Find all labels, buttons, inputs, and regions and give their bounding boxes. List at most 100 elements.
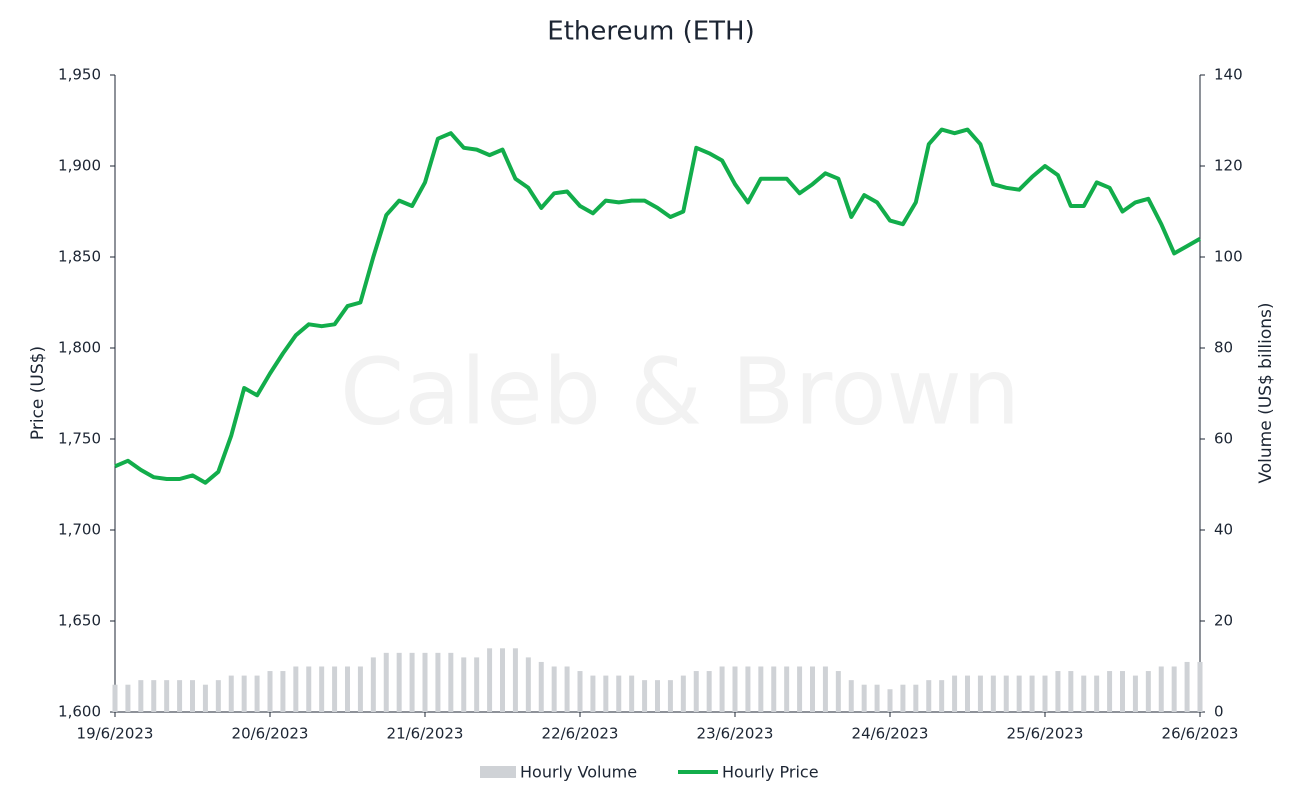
volume-bar [525,657,531,712]
volume-bar [151,680,157,712]
y-tick-label: 1,800 [58,339,101,357]
volume-bar [202,684,208,712]
volume-bar [655,680,660,712]
volume-bar [228,675,234,712]
volume-bar [667,680,673,712]
volume-bar [848,680,854,712]
volume-bar [797,666,803,712]
volume-bar [771,666,777,712]
volume-bar [913,684,919,712]
volume-bar [564,666,570,712]
chart-title: Ethereum (ETH) [547,17,754,47]
volume-bar [810,666,815,712]
y-tick-label: 1,650 [58,612,101,630]
volume-bar [293,666,299,712]
y2-tick-label: 100 [1214,248,1243,266]
volume-bar [603,675,609,712]
x-tick-label: 26/6/2023 [1162,725,1239,743]
y2-tick-label: 0 [1214,703,1224,721]
volume-bar [1029,675,1035,712]
y2-tick-label: 60 [1214,430,1233,448]
volume-bar [1003,675,1009,712]
volume-bar [138,680,144,712]
legend-label: Hourly Price [722,763,819,782]
volume-bar [1107,671,1113,712]
volume-bar [512,648,518,712]
volume-bar [835,671,841,712]
watermark: Caleb & Brown [340,338,1020,445]
volume-bar [383,652,389,712]
volume-bar [719,666,725,712]
volume-bar [448,652,454,712]
x-tick-label: 20/6/2023 [232,725,309,743]
y-axis-title: Price (US$) [28,346,48,440]
volume-bar [306,666,312,712]
volume-bar [345,666,350,712]
volume-bar [254,675,260,712]
volume-bar [1120,671,1125,712]
volume-bar [965,675,970,712]
volume-bar [332,666,338,712]
volume-bar [680,675,686,712]
volume-bar [874,684,880,712]
volume-bar [112,684,118,712]
volume-bar [1081,675,1087,712]
volume-bar [590,675,596,712]
y2-tick-label: 40 [1214,521,1233,539]
x-tick-label: 22/6/2023 [542,725,619,743]
x-tick-label: 19/6/2023 [77,725,154,743]
y2-tick-label: 80 [1214,339,1233,357]
volume-bar [1055,671,1061,712]
volume-bar [758,666,764,712]
volume-bar [1145,671,1151,712]
volume-bar [474,657,480,712]
volume-bar [577,671,583,712]
legend-swatch [480,766,516,778]
volume-bar [551,666,557,712]
y-tick-label: 1,700 [58,521,101,539]
y2-tick-label: 140 [1214,66,1243,84]
volume-bar [538,661,544,712]
volume-bar [190,680,195,712]
volume-bar [319,666,325,712]
volume-bar [1171,666,1177,712]
volume-bar [435,652,441,712]
volume-bar [1184,661,1190,712]
volume-bar [422,652,428,712]
volume-bar [887,689,893,712]
volume-bar [706,671,712,712]
x-tick-label: 25/6/2023 [1007,725,1084,743]
volume-bar [280,671,286,712]
volume-bar [926,680,932,712]
x-tick-label: 21/6/2023 [387,725,464,743]
volume-bar [629,675,635,712]
y-tick-label: 1,950 [58,66,101,84]
volume-bar [215,680,221,712]
volume-bar [693,671,699,712]
volume-bar [861,684,867,712]
volume-bar [822,666,828,712]
volume-bar [1016,675,1022,712]
volume-bar [1068,671,1074,712]
volume-bar [370,657,376,712]
volume-bar [125,684,131,712]
y-tick-label: 1,850 [58,248,101,266]
x-tick-label: 24/6/2023 [852,725,929,743]
volume-bar [939,680,945,712]
volume-bar [616,675,622,712]
volume-bar [1197,661,1203,712]
volume-bar [177,680,183,712]
volume-bar [642,680,648,712]
volume-bar [952,675,958,712]
volume-bar [267,671,273,712]
legend-label: Hourly Volume [520,763,637,782]
volume-bar [900,684,906,712]
price-line [114,127,1201,485]
volume-bar [1042,675,1048,712]
y-tick-label: 1,750 [58,430,101,448]
volume-bar [1132,675,1138,712]
y-tick-label: 1,900 [58,157,101,175]
volume-bar [396,652,402,712]
x-tick-label: 23/6/2023 [697,725,774,743]
